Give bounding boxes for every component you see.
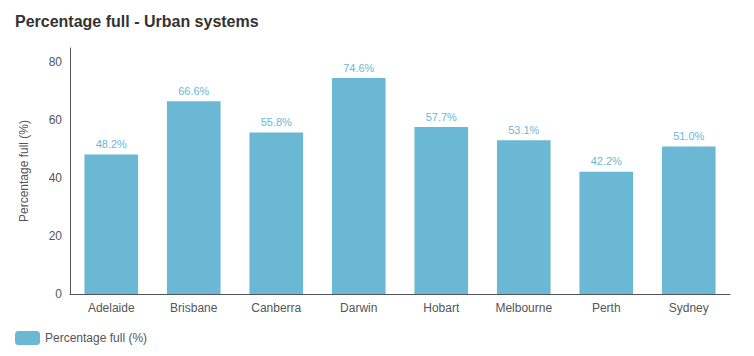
svg-text:74.6%: 74.6% xyxy=(343,62,374,74)
svg-text:42.2%: 42.2% xyxy=(591,155,622,167)
svg-text:20: 20 xyxy=(49,229,63,243)
svg-text:80: 80 xyxy=(49,55,63,69)
svg-text:Sydney: Sydney xyxy=(669,301,709,315)
svg-text:53.1%: 53.1% xyxy=(508,124,539,136)
svg-text:60: 60 xyxy=(49,113,63,127)
svg-text:57.7%: 57.7% xyxy=(426,111,457,123)
svg-text:Canberra: Canberra xyxy=(251,301,301,315)
svg-text:Brisbane: Brisbane xyxy=(170,301,218,315)
svg-text:55.8%: 55.8% xyxy=(261,116,292,128)
svg-text:Percentage full - Urban system: Percentage full - Urban systems xyxy=(15,13,259,30)
svg-text:40: 40 xyxy=(49,171,63,185)
svg-text:0: 0 xyxy=(55,287,62,301)
svg-text:Percentage full (%): Percentage full (%) xyxy=(17,120,31,222)
svg-text:51.0%: 51.0% xyxy=(673,130,704,142)
svg-text:Hobart: Hobart xyxy=(423,301,460,315)
svg-text:Melbourne: Melbourne xyxy=(495,301,552,315)
svg-text:Darwin: Darwin xyxy=(340,301,377,315)
svg-text:48.2%: 48.2% xyxy=(96,138,127,150)
svg-text:Perth: Perth xyxy=(592,301,621,315)
svg-text:Percentage full (%): Percentage full (%) xyxy=(45,331,147,345)
svg-text:66.6%: 66.6% xyxy=(178,85,209,97)
svg-text:Adelaide: Adelaide xyxy=(88,301,135,315)
